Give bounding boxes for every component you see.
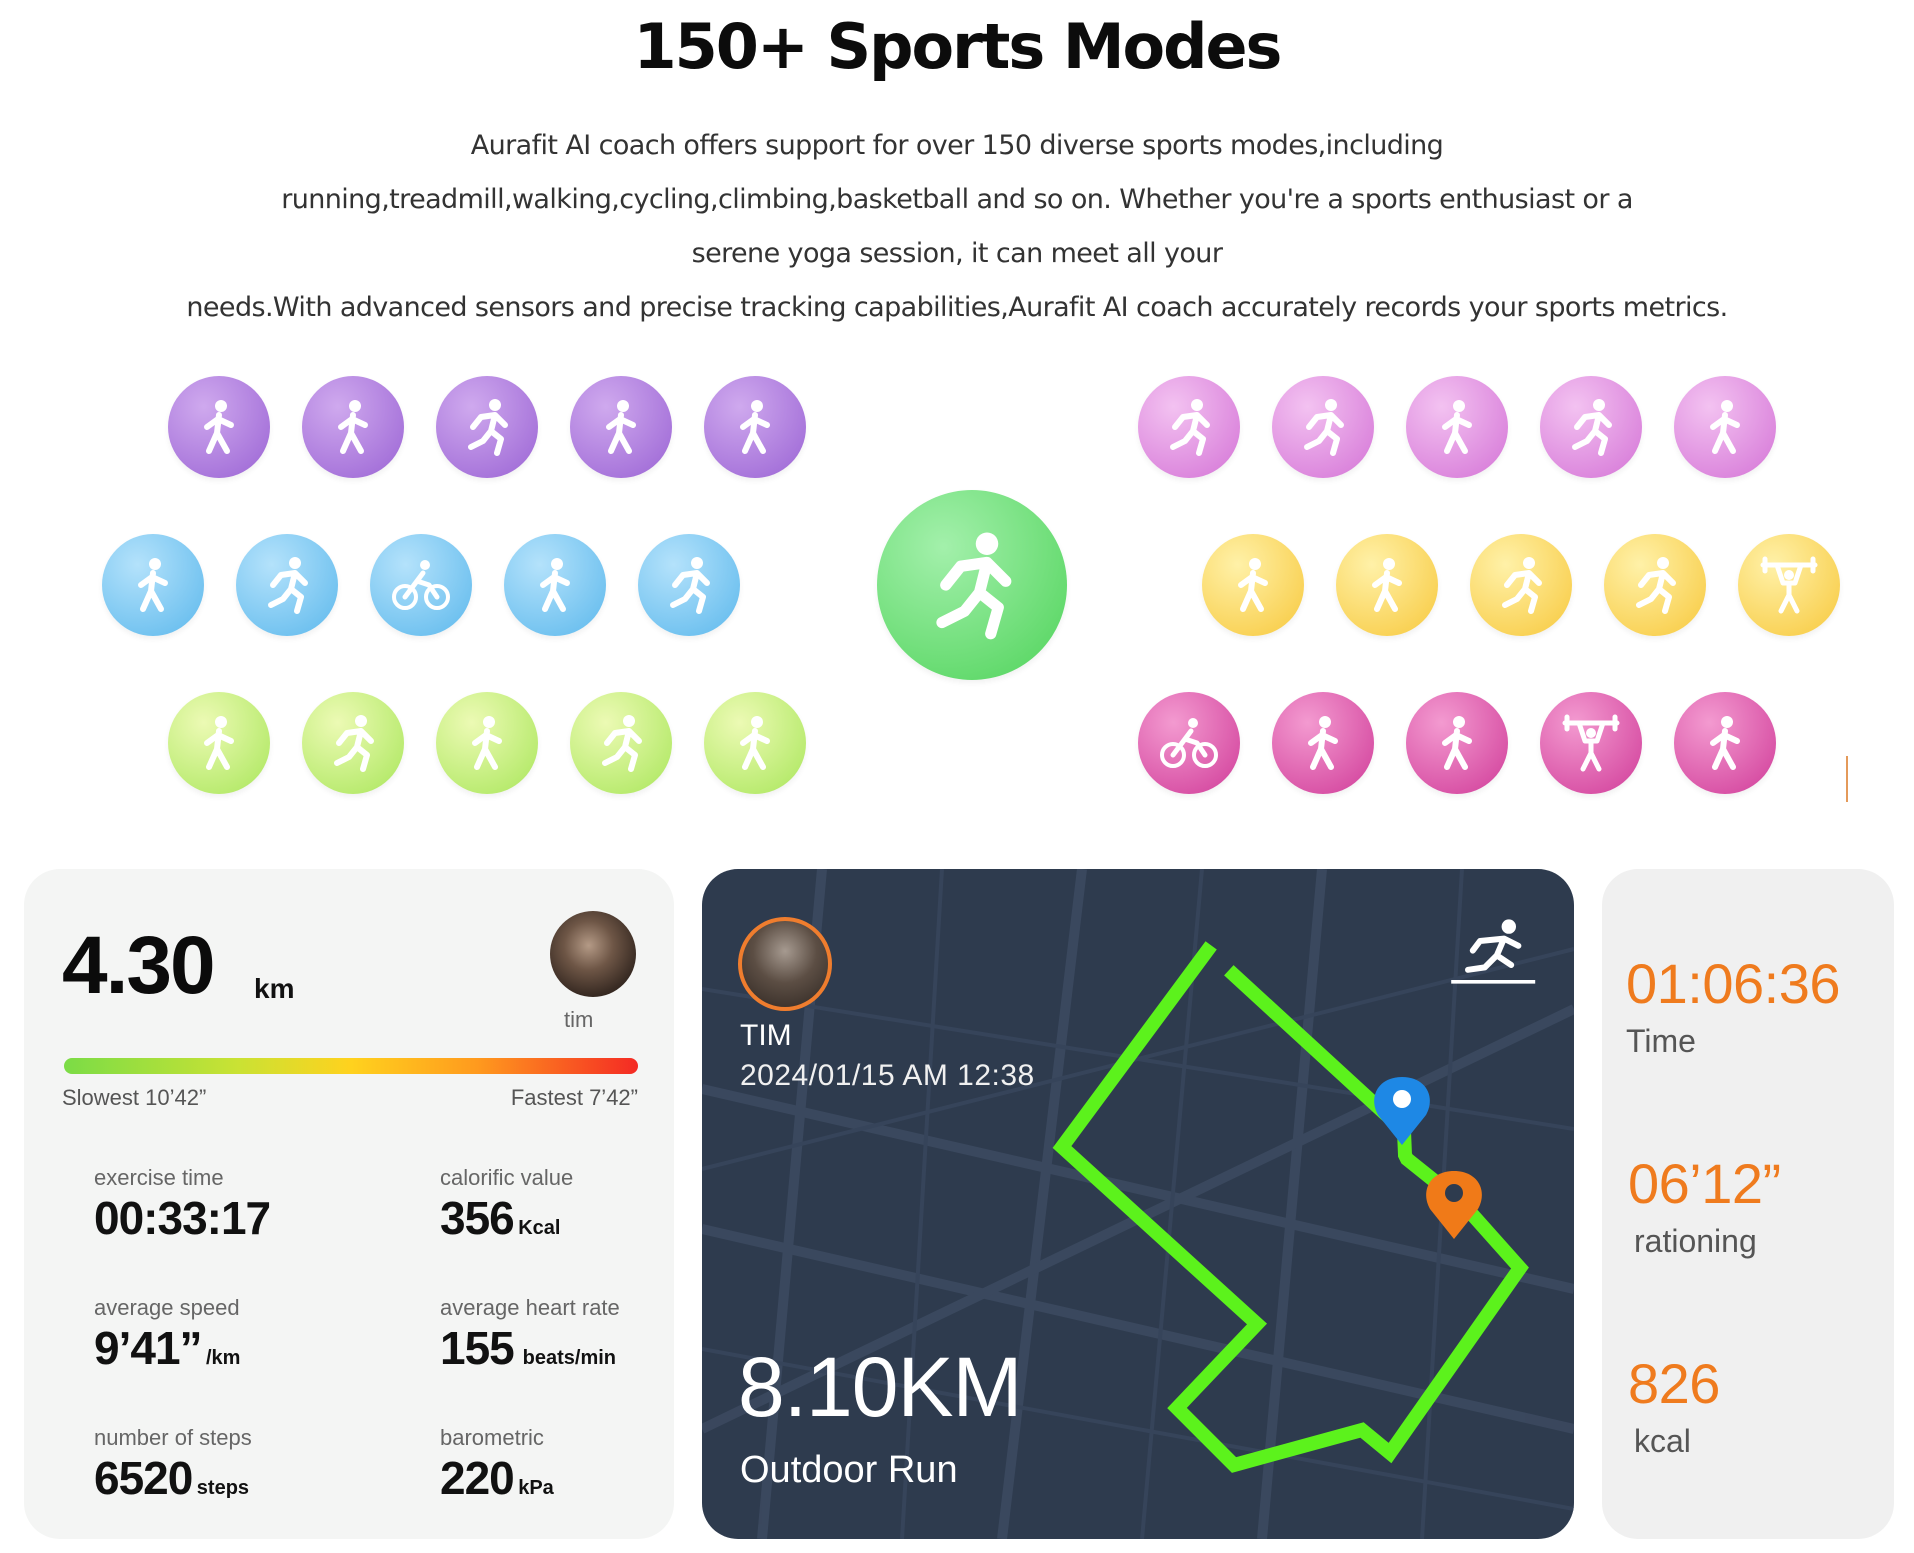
- hula-hoop-icon[interactable]: [436, 692, 538, 794]
- avatar[interactable]: [550, 911, 636, 997]
- stat-value: 356: [440, 1192, 515, 1244]
- pace-gradient-bar: [64, 1058, 638, 1074]
- pace-label: rationing: [1634, 1223, 1757, 1259]
- skiing-icon[interactable]: [1138, 376, 1240, 478]
- stat-unit: /km: [205, 1347, 241, 1369]
- stat-unit: Kcal: [518, 1217, 561, 1239]
- cricket-icon[interactable]: [1406, 376, 1508, 478]
- distance-value: 4.30: [62, 920, 216, 1011]
- activity-type: Outdoor Run: [740, 1449, 958, 1491]
- jump-rope-icon[interactable]: [1674, 692, 1776, 794]
- badminton-icon[interactable]: [302, 376, 404, 478]
- stat-average-heart-rate: average heart rate 155 beats/min: [440, 1295, 620, 1375]
- dumbbell-icon[interactable]: [1540, 692, 1642, 794]
- outdoor-run-icon: [1442, 917, 1542, 989]
- description-line-3: serene yoga session, it can meet all you…: [691, 238, 1223, 269]
- stat-label: calorific value: [440, 1165, 574, 1190]
- description-line-2: running,treadmill,walking,cycling,climbi…: [281, 184, 1633, 215]
- walking-icon[interactable]: [704, 376, 806, 478]
- stretching-icon[interactable]: [1470, 534, 1572, 636]
- hockey-icon[interactable]: [302, 692, 404, 794]
- stat-average-speed: average speed 9’41” /km: [94, 1295, 240, 1375]
- stat-value: 155: [440, 1322, 515, 1374]
- hiking-icon[interactable]: [570, 376, 672, 478]
- user-name: tim: [564, 1007, 594, 1032]
- calories-label: kcal: [1634, 1423, 1691, 1459]
- stat-number-of-steps: number of steps 6520 steps: [94, 1425, 252, 1505]
- weightlifting-icon[interactable]: [1738, 534, 1840, 636]
- stat-calorific-value: calorific value 356 Kcal: [440, 1165, 573, 1245]
- treadmill-icon[interactable]: [236, 534, 338, 636]
- pace-value: 06’12”: [1628, 1152, 1781, 1215]
- stat-unit: beats/min: [522, 1347, 616, 1369]
- volleyball-icon[interactable]: [1674, 376, 1776, 478]
- stat-value: 220: [440, 1452, 515, 1504]
- description-line-1: Aurafit AI coach offers support for over…: [470, 130, 1444, 161]
- slowest-pace: Slowest 10’42”: [62, 1085, 207, 1110]
- aerobics-icon[interactable]: [1604, 534, 1706, 636]
- metrics-card: 01:06:36 Time 06’12” rationing 826 kcal: [1602, 869, 1894, 1539]
- stat-value: 9’41”: [94, 1322, 203, 1374]
- sailing-icon[interactable]: [704, 692, 806, 794]
- stat-unit: steps: [196, 1477, 250, 1499]
- run-distance: 8.10KM: [738, 1340, 1022, 1434]
- roller-skating-icon[interactable]: [1540, 376, 1642, 478]
- mountaineering-icon[interactable]: [168, 692, 270, 794]
- calories-value: 826: [1628, 1352, 1720, 1415]
- stat-unit: kPa: [518, 1477, 554, 1499]
- running-icon[interactable]: [877, 490, 1067, 680]
- avatar[interactable]: [738, 917, 832, 1011]
- description-line-4: needs.With advanced sensors and precise …: [186, 292, 1728, 323]
- route-line: [1052, 941, 1529, 1473]
- martial-arts-icon[interactable]: [1336, 534, 1438, 636]
- fastest-pace: Fastest 7’42”: [510, 1085, 638, 1110]
- basketball-icon[interactable]: [168, 376, 270, 478]
- soccer-icon[interactable]: [638, 534, 740, 636]
- run-datetime: 2024/01/15 AM 12:38: [740, 1059, 1035, 1092]
- gymnastics-icon[interactable]: [1272, 692, 1374, 794]
- boxing-icon[interactable]: [1202, 534, 1304, 636]
- distance-unit: km: [254, 973, 295, 1004]
- page-title: 150+ Sports Modes: [633, 10, 1283, 83]
- lunge-icon[interactable]: [436, 376, 538, 478]
- stat-label: exercise time: [94, 1165, 224, 1190]
- stat-barometric: barometric 220 kPa: [440, 1425, 554, 1505]
- cycling-icon[interactable]: [370, 534, 472, 636]
- workout-summary-card: 4.30 km tim Slowest 10’42” Fastest 7’42”…: [24, 869, 674, 1539]
- divider-mark: [1846, 756, 1848, 802]
- mountain-biking-icon[interactable]: [1138, 692, 1240, 794]
- end-marker-icon: [1426, 1171, 1482, 1239]
- route-map-card: TIM 2024/01/15 AM 12:38 8.10KM Outdoor R…: [702, 869, 1574, 1539]
- skateboarding-icon[interactable]: [570, 692, 672, 794]
- time-label: Time: [1626, 1023, 1696, 1059]
- stat-exercise-time: exercise time 00:33:17: [94, 1165, 271, 1245]
- stat-label: average heart rate: [440, 1295, 620, 1320]
- stat-label: barometric: [440, 1425, 544, 1450]
- yoga-icon[interactable]: [504, 534, 606, 636]
- stat-label: number of steps: [94, 1425, 252, 1450]
- stat-value: 6520: [94, 1452, 193, 1504]
- dancing-icon[interactable]: [1272, 376, 1374, 478]
- stat-label: average speed: [94, 1295, 240, 1320]
- squat-icon[interactable]: [102, 534, 204, 636]
- handball-icon[interactable]: [1406, 692, 1508, 794]
- start-marker-icon: [1374, 1077, 1430, 1145]
- time-value: 01:06:36: [1626, 952, 1840, 1015]
- runner-name: TIM: [740, 1019, 792, 1052]
- stat-value: 00:33:17: [94, 1192, 271, 1244]
